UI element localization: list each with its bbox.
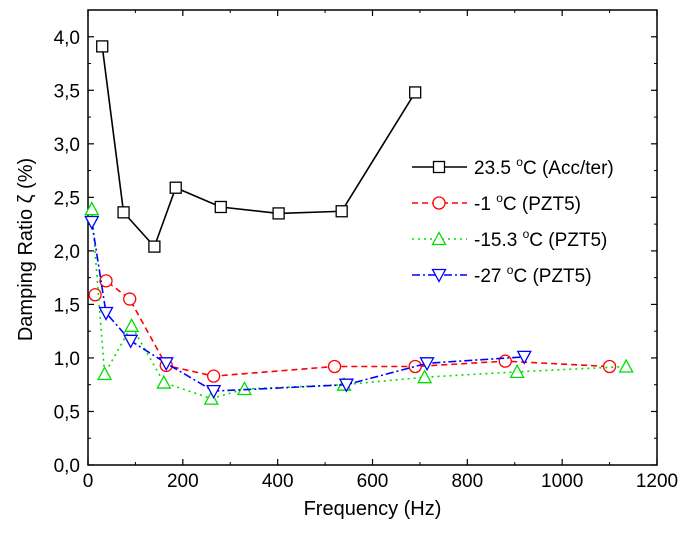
square-marker bbox=[335, 205, 348, 218]
x-tick-label: 1200 bbox=[636, 471, 678, 492]
triangle-up-marker bbox=[84, 201, 100, 216]
triangle-down-marker bbox=[98, 306, 114, 321]
x-tick-label: 800 bbox=[451, 471, 483, 492]
y-tick-label: 3,5 bbox=[54, 81, 80, 102]
legend-label: 23.5 oC (Acc/ter) bbox=[474, 155, 614, 179]
legend-item: -1 oC (PZT5) bbox=[412, 191, 581, 215]
y-tick-label: 1,0 bbox=[54, 349, 80, 370]
triangle-up-marker bbox=[156, 374, 172, 389]
x-tick-label: 600 bbox=[357, 471, 389, 492]
circle-marker bbox=[432, 196, 446, 210]
y-tick-label: 0,5 bbox=[54, 402, 80, 423]
triangle-up-marker bbox=[431, 231, 447, 246]
legend-label: -27 oC (PZT5) bbox=[474, 263, 592, 287]
series-line bbox=[90, 209, 627, 400]
triangle-down-marker bbox=[419, 357, 435, 372]
triangle-up-marker bbox=[97, 366, 113, 381]
x-axis-ticks: 0 200 400 600 800 1000 1200 bbox=[83, 10, 678, 492]
triangle-down-marker bbox=[158, 357, 174, 372]
square-marker bbox=[272, 207, 285, 220]
circle-marker bbox=[498, 354, 512, 368]
y-tick-label: 3,0 bbox=[54, 135, 80, 156]
series-line bbox=[94, 279, 610, 377]
triangle-up-marker bbox=[417, 369, 433, 384]
x-tick-label: 400 bbox=[262, 471, 294, 492]
x-tick-label: 200 bbox=[167, 471, 199, 492]
circle-marker bbox=[602, 359, 617, 374]
triangle-down-marker bbox=[516, 350, 532, 365]
square-marker bbox=[169, 181, 182, 194]
triangle-down-marker bbox=[338, 378, 355, 393]
triangle-up-marker bbox=[618, 358, 634, 373]
series-1 bbox=[96, 40, 422, 253]
y-axis-ticks: 0,0 0,5 1,0 1,5 2,0 2,5 3,0 3,5 4,0 bbox=[54, 9, 657, 477]
square-marker bbox=[148, 240, 161, 253]
x-axis-title: Frequency (Hz) bbox=[304, 498, 442, 520]
series-line bbox=[91, 221, 525, 392]
series-line bbox=[101, 46, 416, 249]
y-tick-label: 2,0 bbox=[54, 242, 80, 263]
legend-item: -27 oC (PZT5) bbox=[412, 263, 592, 287]
triangle-down-marker bbox=[206, 384, 222, 399]
circle-marker bbox=[88, 288, 102, 302]
triangle-down-marker bbox=[84, 215, 100, 230]
triangle-up-marker bbox=[236, 381, 253, 396]
triangle-up-marker bbox=[124, 317, 140, 332]
y-tick-label: 1,5 bbox=[54, 295, 80, 316]
legend-label: -15.3 oC (PZT5) bbox=[474, 227, 607, 251]
square-marker bbox=[432, 160, 446, 174]
legend-item: 23.5 oC (Acc/ter) bbox=[412, 155, 614, 179]
series-layer bbox=[84, 40, 634, 405]
square-marker bbox=[214, 200, 227, 214]
legend-label: -1 oC (PZT5) bbox=[474, 191, 581, 215]
circle-marker bbox=[327, 359, 342, 374]
triangle-down-marker bbox=[431, 268, 447, 283]
x-tick-label: 1000 bbox=[541, 471, 583, 492]
circle-marker bbox=[99, 274, 113, 288]
circle-marker bbox=[207, 369, 221, 383]
triangle-up-marker bbox=[203, 390, 219, 405]
y-axis-title: Damping Ratio ζ (%) bbox=[15, 158, 37, 341]
triangle-down-marker bbox=[123, 334, 139, 349]
legend-item: -15.3 oC (PZT5) bbox=[412, 227, 607, 251]
series-4 bbox=[84, 215, 532, 399]
y-tick-label: 4,0 bbox=[54, 28, 80, 49]
circle-marker bbox=[123, 292, 137, 306]
triangle-up-marker bbox=[509, 363, 525, 379]
square-marker bbox=[409, 86, 422, 99]
x-tick-label: 0 bbox=[83, 471, 94, 492]
legend: 23.5 oC (Acc/ter) -1 oC (PZT5) -15.3 oC (P… bbox=[412, 155, 614, 287]
y-tick-label: 0,0 bbox=[54, 456, 80, 477]
y-tick-label: 2,5 bbox=[54, 188, 80, 209]
square-marker bbox=[117, 206, 130, 219]
circle-marker bbox=[408, 359, 422, 374]
square-marker bbox=[96, 40, 109, 53]
